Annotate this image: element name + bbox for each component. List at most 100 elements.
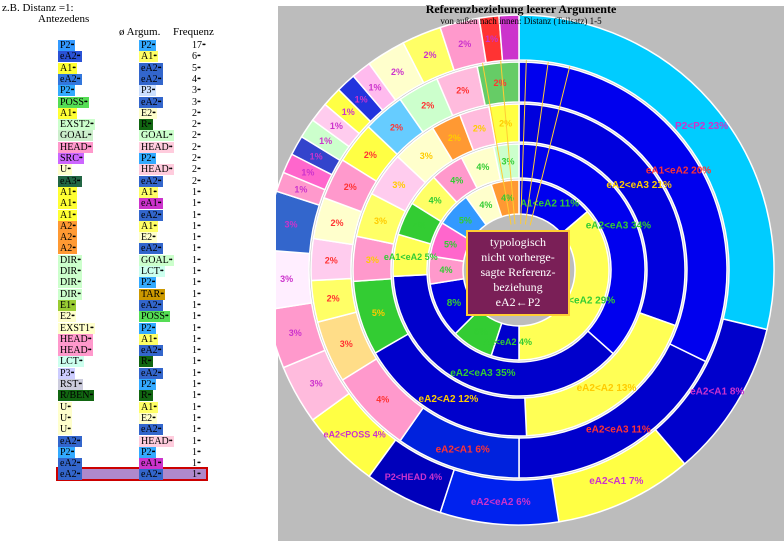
- connector-dots: ••: [90, 120, 94, 129]
- antecedens-label: E2: [60, 311, 72, 323]
- antecedens-cell: EXST1••: [58, 322, 95, 334]
- connector-dots: ••: [157, 74, 162, 83]
- antecedens-cell: HEAD••: [58, 333, 93, 345]
- segment-label: 3%: [284, 220, 297, 230]
- antecedens-label: eA2: [60, 469, 77, 481]
- antecedens-label: DIR: [60, 277, 78, 289]
- connector-dots: ••: [153, 402, 157, 411]
- frequency-value: 3••: [192, 97, 201, 108]
- connector-dots: ••: [197, 289, 201, 298]
- argum-label: P2: [141, 277, 152, 289]
- center-line: nicht vorherge-: [481, 250, 555, 264]
- connector-dots: ••: [197, 459, 201, 468]
- segment-label: 3%: [366, 255, 379, 265]
- antecedens-cell: A1••: [58, 209, 78, 221]
- argum-cell: P2••: [139, 153, 157, 164]
- segment-label: 4%: [479, 200, 492, 210]
- segment-label: 2%: [456, 86, 469, 96]
- segment-label: 8%: [447, 298, 462, 309]
- antecedens-label: P2: [60, 85, 71, 97]
- segment-label: 4%: [376, 395, 389, 405]
- frequency-number: 1: [192, 209, 197, 221]
- connector-dots: ••: [151, 154, 156, 162]
- connector-dots: ••: [87, 334, 92, 343]
- connector-dots: ••: [197, 447, 201, 456]
- argum-label: A1: [141, 186, 154, 198]
- segment-label: 2%: [421, 101, 434, 111]
- segment-label: 2%: [390, 122, 403, 132]
- argum-cell: P2••: [139, 322, 157, 334]
- frequency-number: 2: [192, 119, 197, 131]
- segment-label: 3%: [392, 180, 405, 190]
- argum-label: eA2: [141, 424, 158, 436]
- antecedens-label: A2: [60, 232, 73, 244]
- segment-label: 2%: [473, 123, 486, 133]
- antecedens-label: HEAD: [60, 333, 88, 345]
- pointer-line: [482, 63, 512, 225]
- argum-label: eA2: [141, 96, 158, 108]
- antecedens-label: GOAL: [60, 130, 88, 142]
- frequency-number: 2: [192, 175, 197, 187]
- argum-cell: eA2••: [139, 73, 163, 85]
- segment-label: 3%: [280, 274, 293, 284]
- frequency-number: 1: [192, 412, 197, 424]
- segment-label: eA2<eA2 6%: [471, 497, 531, 508]
- antecedens-cell: A1••: [58, 186, 78, 198]
- connector-dots: ••: [151, 323, 156, 332]
- frequency-value: 1••: [192, 232, 201, 243]
- frequency-value: 17••: [192, 40, 206, 51]
- frequency-value: 6••: [192, 51, 201, 62]
- argum-cell: P2••: [139, 379, 157, 390]
- argum-label: eA2: [141, 175, 158, 187]
- antecedens-label: DIR: [60, 254, 78, 266]
- center-line: typologisch: [490, 235, 546, 249]
- frequency-number: 4: [192, 73, 197, 85]
- connector-dots: ••: [197, 187, 201, 196]
- connector-dots: ••: [197, 470, 201, 479]
- frequency-value: 2••: [192, 175, 201, 187]
- segment-label: 6%: [474, 327, 489, 338]
- frequency-value: 1••: [192, 209, 201, 221]
- frequency-number: 1: [192, 345, 197, 357]
- highlight-row: [56, 467, 208, 481]
- argum-label: GOAL: [141, 254, 169, 266]
- connector-dots: ••: [197, 233, 201, 242]
- argum-cell: GOAL••: [139, 254, 174, 266]
- segment-label: eA2<eA3 35%: [450, 368, 515, 379]
- segment-label: 3%: [289, 328, 302, 338]
- connector-dots: ••: [197, 436, 201, 445]
- argum-cell: R••: [139, 119, 153, 131]
- pointer-line: [529, 66, 571, 226]
- argum-label: P2: [141, 322, 152, 334]
- frequency-number: 1: [192, 186, 197, 198]
- donut-chart: P2<P2 23% eA2<A1 8% eA2<A1 7% eA2<eA2 6% P2<…: [276, 6, 784, 541]
- segment-label: eA2<eA3 21%: [606, 180, 671, 191]
- argum-label: P2: [141, 153, 152, 164]
- frequency-number: 1: [192, 446, 197, 458]
- argum-label: eA1: [141, 198, 158, 210]
- antecedens-cell: EXST2••: [58, 119, 95, 131]
- connector-dots: ••: [197, 63, 201, 72]
- antecedens-label: A1: [60, 107, 73, 119]
- connector-dots: ••: [77, 289, 81, 298]
- frequency-value: 1••: [192, 368, 201, 379]
- segment-label: 4%: [476, 162, 489, 172]
- labels-group: P2<P2 23% eA2<A1 8% eA2<A1 7% eA2<eA2 6% P2<…: [280, 33, 744, 508]
- antecedens-cell: eA2••: [58, 435, 82, 447]
- table-caption: z.B. Distanz =1:: [2, 2, 74, 14]
- connector-dots: ••: [157, 63, 162, 72]
- frequency-number: 1: [192, 243, 197, 255]
- segment-label: 2%: [391, 67, 404, 77]
- connector-dots: ••: [197, 380, 201, 388]
- argum-cell: eA2••: [139, 469, 163, 481]
- connector-dots: ••: [197, 210, 201, 219]
- connector-dots: ••: [197, 425, 201, 434]
- connector-dots: ••: [90, 323, 94, 332]
- antecedens-cell: eA2••: [58, 51, 82, 63]
- connector-dots: ••: [76, 74, 81, 83]
- header-argum: ø Argum.: [119, 26, 161, 38]
- frequency-value: 1••: [192, 300, 201, 311]
- segment-label: 2%: [424, 50, 437, 60]
- antecedens-cell: eA2••: [58, 469, 82, 481]
- connector-dots: ••: [197, 255, 201, 264]
